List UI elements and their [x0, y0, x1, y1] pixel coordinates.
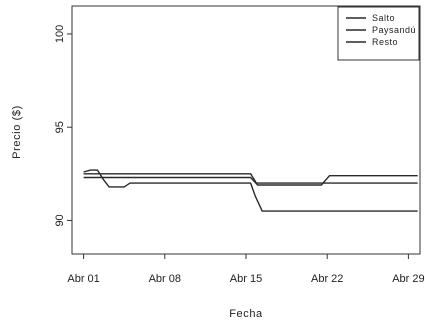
x-axis: Abr 01 Abr 08 Abr 15 Abr 22 Abr 29 — [67, 254, 425, 285]
legend-label-paysandu: Paysandú — [372, 25, 416, 35]
y-tick-label: 90 — [54, 214, 66, 226]
x-axis-title: Fecha — [229, 308, 263, 320]
x-tick-label: Abr 22 — [311, 273, 343, 285]
series-line-paysand — [83, 173, 418, 184]
series-line-salto — [83, 169, 418, 212]
legend-label-salto: Salto — [372, 13, 395, 23]
x-tick-label: Abr 15 — [230, 273, 262, 285]
y-tick-label: 100 — [54, 25, 66, 43]
series-line-resto — [83, 174, 418, 186]
y-tick-label: 95 — [54, 121, 66, 133]
legend: Salto Paysandú Resto — [337, 6, 420, 61]
x-tick-label: Abr 29 — [392, 273, 424, 285]
legend-box — [337, 6, 420, 61]
y-axis: 90 95 100 — [54, 25, 72, 227]
series-layer — [83, 169, 418, 212]
legend-label-resto: Resto — [372, 37, 398, 47]
x-tick-label: Abr 01 — [67, 273, 99, 285]
x-tick-label: Abr 08 — [149, 273, 181, 285]
y-axis-title: Precio ($) — [11, 105, 23, 159]
